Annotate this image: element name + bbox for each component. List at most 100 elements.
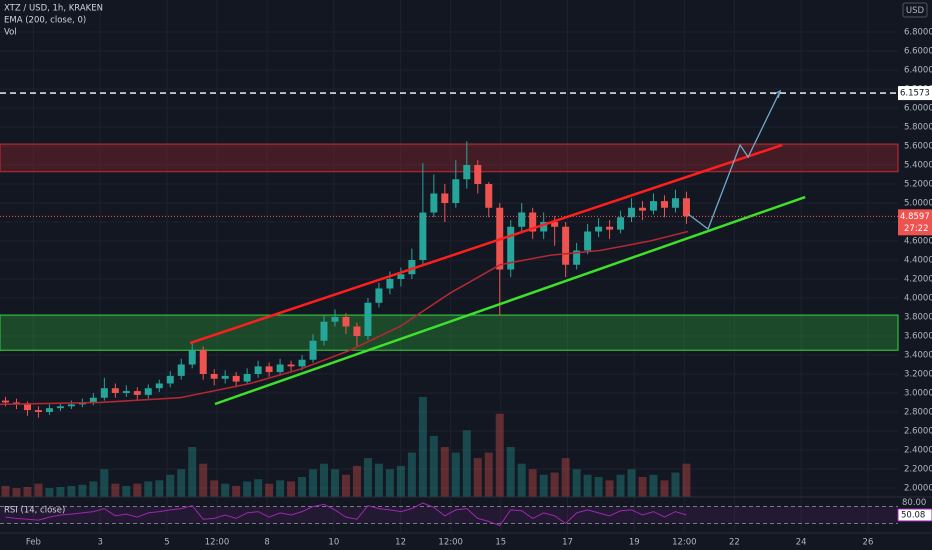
y-tick-label: 4.2000 — [904, 274, 932, 284]
y-tick-label: 4.4000 — [904, 255, 932, 265]
volume-bar — [298, 477, 307, 497]
candle-body — [639, 207, 647, 211]
candle-body — [529, 212, 537, 232]
rsi-tick-label: 80.00 — [902, 498, 926, 508]
volume-bar — [67, 485, 76, 497]
zone — [0, 143, 899, 173]
y-tick-label: 6.6000 — [904, 47, 932, 57]
candle-body — [265, 366, 273, 373]
projection-path — [687, 90, 781, 231]
candle-body — [364, 302, 372, 336]
volume-bar — [616, 474, 625, 497]
volume-bar — [363, 458, 372, 497]
candle-body — [155, 383, 163, 389]
candle-body — [100, 388, 108, 398]
candle-body — [650, 201, 658, 211]
candle-body — [309, 340, 317, 360]
candle-body — [562, 226, 570, 265]
last-price-box — [898, 209, 932, 236]
candle-body — [617, 217, 625, 230]
rsi-last-box — [897, 508, 932, 522]
volume-bar — [550, 472, 559, 497]
y-tick-label: 2.6000 — [904, 426, 932, 436]
candle-body — [23, 404, 31, 411]
x-tick-label: 3 — [97, 538, 102, 548]
candle-body — [397, 274, 405, 279]
volume-bar — [583, 474, 592, 497]
candle-body — [111, 388, 119, 393]
y-tick-label: 6.0000 — [904, 104, 932, 114]
volume-bar — [682, 463, 691, 497]
trendline — [214, 195, 806, 406]
volume-bar — [451, 452, 460, 497]
y-tick-label: 2.2000 — [904, 464, 932, 474]
volume-bar — [221, 483, 230, 497]
candle-body — [507, 226, 515, 270]
y-tick-label: 5.2000 — [904, 180, 932, 190]
volume-bar — [166, 474, 175, 497]
candle-body — [386, 278, 394, 289]
y-tick-label: 3.8000 — [904, 312, 932, 322]
volume-bar — [144, 481, 153, 497]
volume-bar — [341, 474, 350, 497]
currency-box[interactable] — [902, 2, 928, 18]
x-tick-label: 24 — [796, 538, 807, 548]
volume-bar — [506, 447, 515, 497]
volume-bar — [155, 480, 164, 497]
y-tick-label: 2.8000 — [904, 407, 932, 417]
volume-bar — [188, 447, 197, 497]
x-tick-label: 12:00 — [438, 538, 463, 548]
candle-body — [221, 375, 229, 379]
volume-bar — [254, 479, 263, 497]
candle-body — [133, 391, 141, 395]
candle-body — [56, 406, 64, 409]
volume-bar — [649, 474, 658, 497]
volume-bar — [396, 465, 405, 497]
candle-body — [628, 207, 636, 218]
x-tick-label: 19 — [629, 538, 640, 548]
volume-bar — [122, 485, 131, 497]
candle-body — [441, 193, 449, 203]
volume-bar — [276, 480, 285, 497]
y-tick-label: 5.4000 — [904, 161, 932, 171]
volume-bar — [199, 463, 208, 497]
candle-body — [188, 350, 196, 365]
candle-body — [232, 375, 240, 382]
candle-body — [518, 212, 526, 227]
y-tick-label: 3.0000 — [904, 388, 932, 398]
y-tick-label: 2.0000 — [904, 483, 932, 493]
zone — [0, 314, 899, 351]
candle-body — [320, 321, 328, 341]
candle-body — [584, 231, 592, 251]
volume-bar — [100, 469, 109, 497]
candle-body — [463, 165, 471, 180]
volume-bar — [385, 469, 394, 497]
volume-bar — [418, 397, 427, 497]
volume-bar — [352, 465, 361, 497]
y-tick-label: 4.6000 — [904, 236, 932, 246]
x-tick-label: 17 — [562, 538, 573, 548]
volume-bar — [287, 481, 296, 497]
volume-bar — [330, 469, 339, 497]
volume-bar — [495, 413, 504, 497]
volume-bar — [374, 463, 383, 497]
candle-body — [342, 316, 350, 327]
x-tick-label: Feb — [26, 538, 41, 548]
volume-bar — [45, 488, 54, 497]
y-tick-label: 4.0000 — [904, 293, 932, 303]
y-tick-label: 5.6000 — [904, 142, 932, 152]
x-tick-label: 15 — [495, 538, 506, 548]
volume-bar — [517, 463, 526, 497]
volume-bar — [671, 472, 680, 497]
volume-bar — [232, 485, 241, 497]
rsi-last-label: 50.08 — [901, 510, 925, 520]
arrow-head — [773, 89, 782, 99]
target-label-box — [898, 86, 932, 101]
volume-bar — [320, 463, 329, 497]
currency[interactable]: USD — [906, 6, 925, 16]
volume-bar — [309, 469, 318, 497]
y-tick-label: 5.0000 — [904, 198, 932, 208]
candle-body — [353, 326, 361, 336]
chart-title: XTZ / USD, 1h, KRAKEN — [4, 4, 103, 14]
